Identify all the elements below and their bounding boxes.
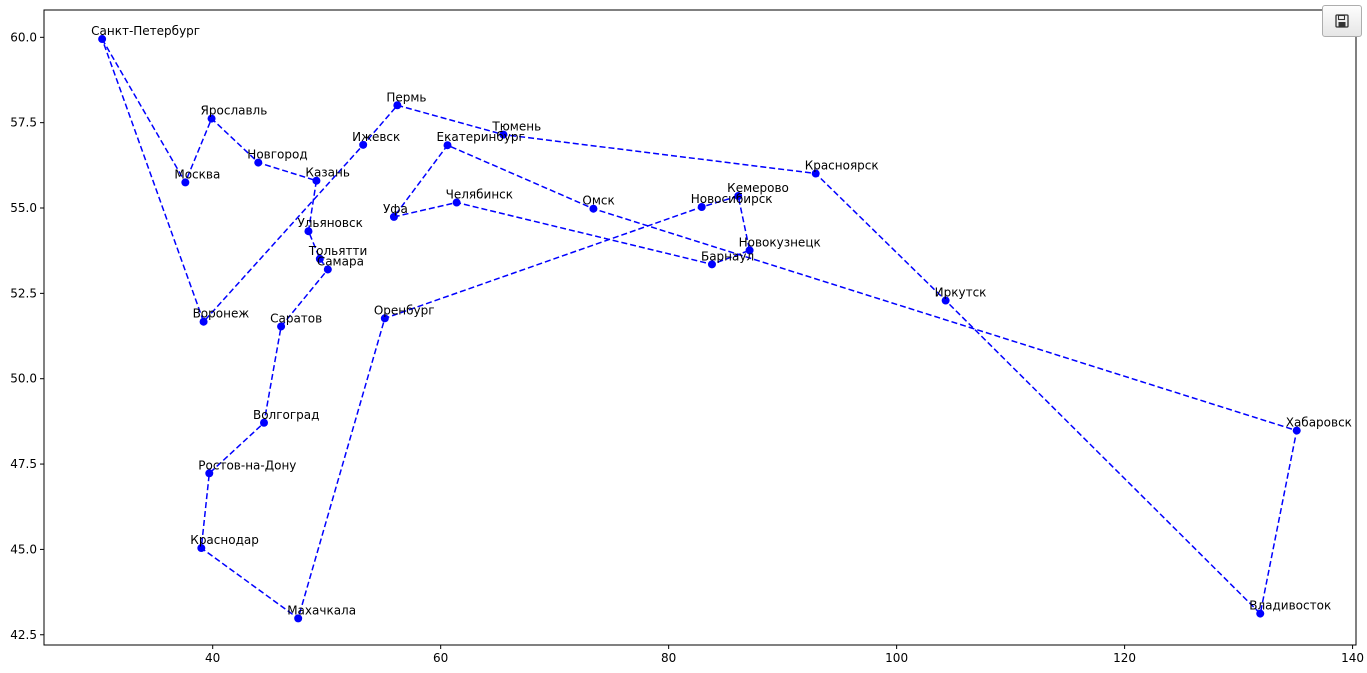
city-label: Самара (317, 254, 364, 268)
city-labels: Санкт-Петербург Москва Ярославль Новгород Ка… (91, 24, 1352, 617)
city-label: Ульяновск (297, 216, 362, 230)
city-point (312, 176, 321, 185)
city-point (323, 265, 332, 274)
city-label: Воронеж (193, 307, 250, 321)
city-label: Тольятти (308, 244, 367, 258)
city-point (443, 141, 452, 150)
city-point (499, 130, 508, 139)
city-point (199, 317, 208, 326)
y-tick-label: 55.0 (10, 201, 37, 215)
city-point (277, 322, 286, 331)
city-point (315, 254, 324, 263)
save-figure-button[interactable] (1322, 5, 1362, 37)
y-tick-label: 50.0 (10, 372, 37, 386)
city-point (389, 212, 398, 221)
city-label: Санкт-Петербург (91, 24, 200, 38)
city-point (1292, 426, 1301, 435)
x-tick-label: 40 (205, 651, 220, 665)
city-label: Москва (174, 167, 220, 181)
city-label: Новосибирск (691, 192, 773, 206)
city-label: Челябинск (446, 188, 513, 202)
y-tick-label: 47.5 (10, 457, 37, 471)
city-label: Новгород (247, 148, 307, 162)
city-label: Уфа (383, 202, 408, 216)
axes: 40 60 80 100 120 140 42.5 45.0 47.5 50.0 52.5 55.0 5… (10, 9, 1364, 665)
city-label: Пермь (386, 90, 426, 104)
city-label: Омск (582, 194, 614, 208)
city-point (181, 178, 190, 187)
floppy-disk-icon (1335, 14, 1349, 28)
x-tick-label: 100 (885, 651, 908, 665)
y-tick-label: 60.0 (10, 30, 37, 44)
city-point (697, 202, 706, 211)
city-point (294, 614, 303, 623)
city-points (98, 35, 1301, 623)
city-point (254, 158, 263, 167)
city-label: Казань (305, 166, 350, 180)
city-label: Барнаул (701, 249, 754, 263)
city-label: Ижевск (352, 130, 400, 144)
city-point (734, 192, 743, 201)
x-tick-label: 60 (433, 651, 448, 665)
x-tick-label: 80 (661, 651, 676, 665)
city-point (941, 296, 950, 305)
axes-frame (43, 9, 1357, 646)
y-tick-label: 57.5 (10, 116, 37, 130)
city-label: Волгоград (253, 408, 319, 422)
city-label: Красноярск (805, 159, 879, 173)
city-point (393, 101, 402, 110)
city-point (589, 204, 598, 213)
city-label: Махачкала (287, 603, 356, 617)
city-point (359, 140, 368, 149)
city-point (207, 114, 216, 123)
y-tick-label: 45.0 (10, 542, 37, 556)
city-label: Иркутск (935, 286, 987, 300)
city-point (452, 198, 461, 207)
city-point (811, 169, 820, 178)
city-point (745, 246, 754, 255)
city-label: Новокузнецк (739, 235, 821, 249)
city-point (380, 314, 389, 323)
city-label: Хабаровск (1286, 416, 1352, 430)
city-label: Оренбург (374, 303, 435, 317)
city-label: Владивосток (1249, 599, 1331, 613)
city-label: Ярославль (201, 104, 268, 118)
city-label: Кемерово (727, 181, 789, 195)
city-point (197, 544, 206, 553)
city-label: Краснодар (190, 533, 259, 547)
city-point (304, 227, 313, 236)
y-tick-label: 52.5 (10, 286, 37, 300)
city-label: Екатеринбург (437, 130, 525, 144)
city-label: Саратов (270, 311, 322, 325)
city-label: Тюмень (491, 120, 541, 134)
city-point (205, 469, 214, 478)
city-point (259, 418, 268, 427)
x-tick-label: 140 (1341, 651, 1364, 665)
x-tick-label: 120 (1113, 651, 1136, 665)
y-tick-label: 42.5 (10, 628, 37, 642)
city-point (98, 35, 107, 44)
city-point (1256, 609, 1265, 618)
city-point (707, 260, 716, 269)
city-label: Ростов-на-Дону (198, 458, 296, 472)
